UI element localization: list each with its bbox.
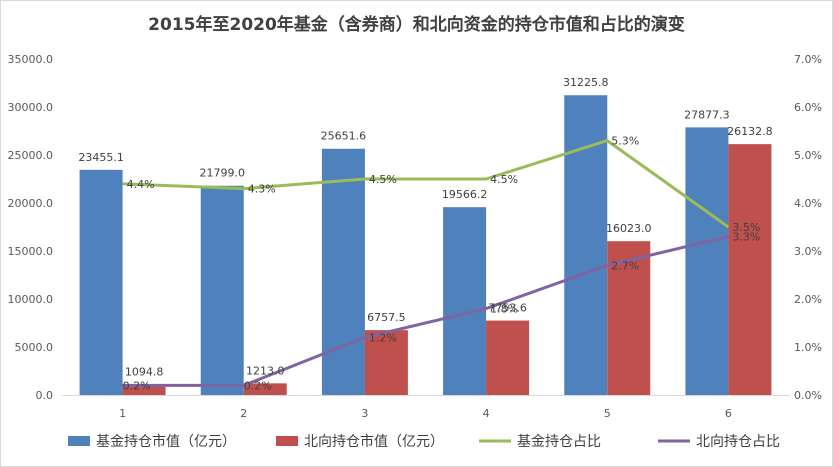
line-data-label: 3.3% [732,231,760,244]
bar [243,383,287,395]
line-data-label: 3.5% [732,221,760,234]
y2-tick-label: 6.0% [794,101,822,114]
series-line [122,235,729,387]
y2-tick-label: 5.0% [794,149,822,162]
bar-data-label: 1213.0 [246,364,285,377]
series-line [122,139,730,229]
legend-label: 北向持仓市值（亿元） [304,433,444,450]
y2-tick-label: 3.0% [794,245,822,258]
x-tick-label: 3 [361,407,368,420]
y-tick-label: 35000.0 [8,53,54,66]
chart-title: 2015年至2020年基金（含券商）和北向资金的持仓市值和占比的演变 [148,15,685,35]
legend-swatch-bar [68,436,90,446]
x-tick-label: 1 [119,407,126,420]
bar-data-label: 1094.8 [125,365,164,378]
bar-data-label: 26132.8 [727,125,773,138]
legend-label: 北向持仓占比 [696,434,780,450]
bar-data-label: 7753.6 [488,302,527,315]
legend-swatch-bar [276,436,298,446]
x-tick-label: 2 [240,407,247,420]
bar [685,127,729,395]
y-tick-label: 30000.0 [8,101,54,114]
y-tick-label: 20000.0 [8,197,54,210]
line-data-label: 4.5% [369,173,397,186]
line-data-label: 2.7% [611,259,639,272]
y2-tick-label: 1.0% [794,341,822,354]
legend-label: 基金持仓市值（亿元） [96,433,236,450]
line-data-label: 0.2% [123,379,151,392]
bar [364,330,408,395]
y2-tick-label: 0.0% [794,389,822,402]
bar [564,95,608,395]
bar-data-label: 23455.1 [78,151,124,164]
bar-data-label: 16023.0 [606,222,652,235]
line-data-label: 4.3% [248,183,276,196]
y-tick-label: 5000.0 [15,341,54,354]
line-data-label: 1.2% [369,331,397,344]
line-data-label: 4.4% [127,178,155,191]
x-tick-label: 4 [483,407,490,420]
bar [79,169,123,395]
y-tick-label: 15000.0 [8,245,54,258]
x-tick-label: 6 [725,407,732,420]
x-tick-label: 5 [604,407,611,420]
bar-data-label: 21799.0 [200,167,246,180]
bar [443,207,487,395]
legend-label: 基金持仓占比 [517,433,601,450]
y2-tick-label: 4.0% [794,197,822,210]
y-tick-label: 25000.0 [8,149,54,162]
bar [200,185,244,395]
y2-tick-label: 2.0% [794,293,822,306]
line-data-label: 1.8% [490,303,518,316]
y-tick-label: 10000.0 [8,293,54,306]
bar-data-label: 31225.8 [563,76,609,89]
bar [321,148,365,395]
line-data-label: 0.2% [244,379,272,392]
line-data-label: 4.5% [490,173,518,186]
bar [607,241,651,395]
y2-tick-label: 7.0% [794,53,822,66]
bar-data-label: 19566.2 [442,188,488,201]
bar-data-label: 27877.3 [684,108,730,121]
bar [122,384,166,395]
bar [728,144,772,395]
y-tick-label: 0.0 [36,389,54,402]
bar-data-label: 25651.6 [321,130,367,143]
bar [486,320,530,395]
bar-data-label: 6757.5 [367,311,406,324]
line-data-label: 5.3% [611,135,639,148]
